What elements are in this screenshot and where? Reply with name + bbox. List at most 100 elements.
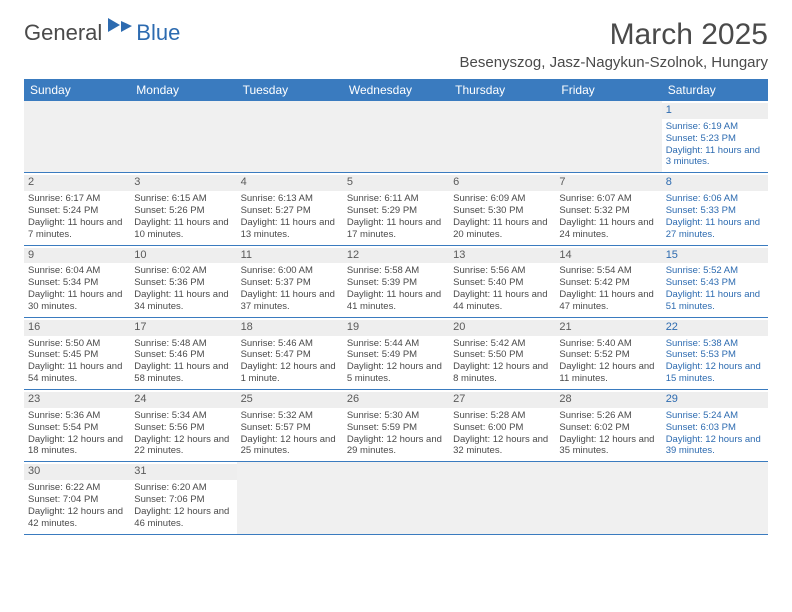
week-row: 1 Sunrise: 6:19 AMSunset: 5:23 PMDaylight…: [24, 101, 768, 173]
daylight-text: Daylight: 12 hours and 18 minutes.: [28, 434, 126, 458]
sunset-text: Sunset: 5:30 PM: [453, 205, 551, 217]
day-info: Sunrise: 5:38 AMSunset: 5:53 PMDaylight:…: [666, 338, 764, 386]
day-cell: 22 Sunrise: 5:38 AMSunset: 5:53 PMDayligh…: [662, 318, 768, 389]
day-cell: 26Sunrise: 5:30 AMSunset: 5:59 PMDayligh…: [343, 390, 449, 461]
day-info: Sunrise: 5:54 AMSunset: 5:42 PMDaylight:…: [559, 265, 657, 313]
sunset-text: Sunset: 5:57 PM: [241, 422, 339, 434]
day-info: Sunrise: 5:56 AMSunset: 5:40 PMDaylight:…: [453, 265, 551, 313]
day-cell: 20Sunrise: 5:42 AMSunset: 5:50 PMDayligh…: [449, 318, 555, 389]
day-number: 19: [343, 320, 449, 336]
day-number: 22: [662, 320, 768, 336]
day-number: 3: [130, 175, 236, 191]
daylight-text: Daylight: 12 hours and 11 minutes.: [559, 361, 657, 385]
flag-icon: [108, 18, 134, 41]
day-info: Sunrise: 6:09 AMSunset: 5:30 PMDaylight:…: [453, 193, 551, 241]
day-cell: 31 Sunrise: 6:20 AMSunset: 7:06 PMDayligh…: [130, 462, 236, 533]
day-info: Sunrise: 5:50 AMSunset: 5:45 PMDaylight:…: [28, 338, 126, 386]
calendar: SundayMondayTuesdayWednesdayThursdayFrid…: [24, 79, 768, 535]
sunrise-text: Sunrise: 5:46 AM: [241, 338, 339, 350]
day-number: 10: [130, 248, 236, 264]
sunset-text: Sunset: 5:24 PM: [28, 205, 126, 217]
day-info: Sunrise: 5:32 AMSunset: 5:57 PMDaylight:…: [241, 410, 339, 458]
sunset-text: Sunset: 5:49 PM: [347, 349, 445, 361]
day-info: Sunrise: 5:26 AMSunset: 6:02 PMDaylight:…: [559, 410, 657, 458]
daylight-text: Daylight: 12 hours and 32 minutes.: [453, 434, 551, 458]
daylight-text: Daylight: 12 hours and 5 minutes.: [347, 361, 445, 385]
day-number: 26: [343, 392, 449, 408]
day-number: 2: [24, 175, 130, 191]
sunset-text: Sunset: 5:42 PM: [559, 277, 657, 289]
daylight-text: Daylight: 11 hours and 7 minutes.: [28, 217, 126, 241]
day-info: Sunrise: 5:52 AMSunset: 5:43 PMDaylight:…: [666, 265, 764, 313]
empty-cell: [343, 462, 449, 533]
day-info: Sunrise: 6:20 AMSunset: 7:06 PMDaylight:…: [134, 482, 232, 530]
day-info: Sunrise: 6:13 AMSunset: 5:27 PMDaylight:…: [241, 193, 339, 241]
sunset-text: Sunset: 5:29 PM: [347, 205, 445, 217]
daylight-text: Daylight: 11 hours and 47 minutes.: [559, 289, 657, 313]
day-info: Sunrise: 5:36 AMSunset: 5:54 PMDaylight:…: [28, 410, 126, 458]
sunrise-text: Sunrise: 5:34 AM: [134, 410, 232, 422]
logo-text-2: Blue: [136, 20, 180, 46]
sunrise-text: Sunrise: 5:24 AM: [666, 410, 764, 422]
day-cell: 13Sunrise: 5:56 AMSunset: 5:40 PMDayligh…: [449, 246, 555, 317]
day-cell: 5Sunrise: 6:11 AMSunset: 5:29 PMDaylight…: [343, 173, 449, 244]
sunrise-text: Sunrise: 6:09 AM: [453, 193, 551, 205]
day-number: 1: [662, 103, 768, 119]
sunset-text: Sunset: 5:27 PM: [241, 205, 339, 217]
day-info: Sunrise: 6:15 AMSunset: 5:26 PMDaylight:…: [134, 193, 232, 241]
day-info: Sunrise: 5:46 AMSunset: 5:47 PMDaylight:…: [241, 338, 339, 386]
day-info: Sunrise: 6:19 AMSunset: 5:23 PMDaylight:…: [666, 121, 764, 169]
sunrise-text: Sunrise: 6:20 AM: [134, 482, 232, 494]
day-number: 5: [343, 175, 449, 191]
day-info: Sunrise: 6:02 AMSunset: 5:36 PMDaylight:…: [134, 265, 232, 313]
day-cell: 3 Sunrise: 6:15 AMSunset: 5:26 PMDaylight…: [130, 173, 236, 244]
day-number: 6: [449, 175, 555, 191]
week-row: 23Sunrise: 5:36 AMSunset: 5:54 PMDayligh…: [24, 390, 768, 462]
daylight-text: Daylight: 12 hours and 25 minutes.: [241, 434, 339, 458]
sunrise-text: Sunrise: 5:40 AM: [559, 338, 657, 350]
day-cell: 25 Sunrise: 5:32 AMSunset: 5:57 PMDayligh…: [237, 390, 343, 461]
daylight-text: Daylight: 11 hours and 54 minutes.: [28, 361, 126, 385]
day-cell: 17Sunrise: 5:48 AMSunset: 5:46 PMDayligh…: [130, 318, 236, 389]
day-info: Sunrise: 5:44 AMSunset: 5:49 PMDaylight:…: [347, 338, 445, 386]
sunrise-text: Sunrise: 5:38 AM: [666, 338, 764, 350]
empty-cell: [237, 462, 343, 533]
daylight-text: Daylight: 11 hours and 27 minutes.: [666, 217, 764, 241]
empty-cell: [449, 462, 555, 533]
weekday-label: Wednesday: [343, 79, 449, 101]
day-number: 9: [24, 248, 130, 264]
day-number: 31: [130, 464, 236, 480]
sunset-text: Sunset: 5:54 PM: [28, 422, 126, 434]
day-number: 25: [237, 392, 343, 408]
sunset-text: Sunset: 5:26 PM: [134, 205, 232, 217]
weekday-label: Thursday: [449, 79, 555, 101]
day-cell: 4 Sunrise: 6:13 AMSunset: 5:27 PMDaylight…: [237, 173, 343, 244]
day-cell: 28Sunrise: 5:26 AMSunset: 6:02 PMDayligh…: [555, 390, 661, 461]
sunrise-text: Sunrise: 6:22 AM: [28, 482, 126, 494]
day-cell: 16Sunrise: 5:50 AMSunset: 5:45 PMDayligh…: [24, 318, 130, 389]
empty-cell: [237, 101, 343, 172]
daylight-text: Daylight: 11 hours and 44 minutes.: [453, 289, 551, 313]
day-number: 14: [555, 248, 661, 264]
day-number: 13: [449, 248, 555, 264]
logo: General Blue: [24, 18, 180, 47]
week-row: 9Sunrise: 6:04 AMSunset: 5:34 PMDaylight…: [24, 246, 768, 318]
day-info: Sunrise: 5:24 AMSunset: 6:03 PMDaylight:…: [666, 410, 764, 458]
sunset-text: Sunset: 6:00 PM: [453, 422, 551, 434]
day-info: Sunrise: 5:58 AMSunset: 5:39 PMDaylight:…: [347, 265, 445, 313]
sunset-text: Sunset: 5:37 PM: [241, 277, 339, 289]
day-cell: 30Sunrise: 6:22 AMSunset: 7:04 PMDayligh…: [24, 462, 130, 533]
day-number: 4: [237, 175, 343, 191]
sunset-text: Sunset: 5:59 PM: [347, 422, 445, 434]
header: General Blue March 2025 Besenyszog, Jasz…: [24, 18, 768, 71]
day-number: 15: [662, 248, 768, 264]
day-info: Sunrise: 6:06 AMSunset: 5:33 PMDaylight:…: [666, 193, 764, 241]
sunrise-text: Sunrise: 6:07 AM: [559, 193, 657, 205]
sunset-text: Sunset: 5:34 PM: [28, 277, 126, 289]
day-cell: 27Sunrise: 5:28 AMSunset: 6:00 PMDayligh…: [449, 390, 555, 461]
day-cell: 9Sunrise: 6:04 AMSunset: 5:34 PMDaylight…: [24, 246, 130, 317]
daylight-text: Daylight: 12 hours and 29 minutes.: [347, 434, 445, 458]
day-cell: 7Sunrise: 6:07 AMSunset: 5:32 PMDaylight…: [555, 173, 661, 244]
sunset-text: Sunset: 5:33 PM: [666, 205, 764, 217]
day-number: 18: [237, 320, 343, 336]
